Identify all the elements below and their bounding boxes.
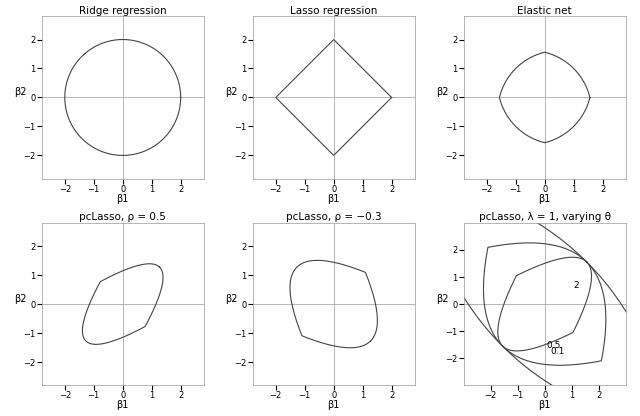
- Text: 0.1: 0.1: [550, 347, 565, 356]
- Title: Elastic net: Elastic net: [517, 5, 572, 15]
- X-axis label: β1: β1: [538, 401, 551, 411]
- Y-axis label: β2: β2: [225, 87, 237, 97]
- X-axis label: β1: β1: [116, 401, 129, 411]
- X-axis label: β1: β1: [328, 194, 340, 204]
- Y-axis label: β2: β2: [14, 294, 27, 304]
- X-axis label: β1: β1: [116, 194, 129, 204]
- Text: 0.5: 0.5: [547, 341, 561, 349]
- X-axis label: β1: β1: [538, 194, 551, 204]
- X-axis label: β1: β1: [328, 401, 340, 411]
- Y-axis label: β2: β2: [225, 294, 237, 304]
- Title: Ridge regression: Ridge regression: [79, 5, 166, 15]
- Title: pcLasso, λ = 1, varying θ: pcLasso, λ = 1, varying θ: [479, 212, 611, 222]
- Y-axis label: β2: β2: [436, 87, 449, 97]
- Title: Lasso regression: Lasso regression: [290, 5, 378, 15]
- Text: 2: 2: [573, 281, 579, 290]
- Y-axis label: β2: β2: [436, 294, 449, 304]
- Title: pcLasso, ρ = −0.3: pcLasso, ρ = −0.3: [286, 212, 381, 222]
- Y-axis label: β2: β2: [14, 87, 27, 97]
- Title: pcLasso, ρ = 0.5: pcLasso, ρ = 0.5: [79, 212, 166, 222]
